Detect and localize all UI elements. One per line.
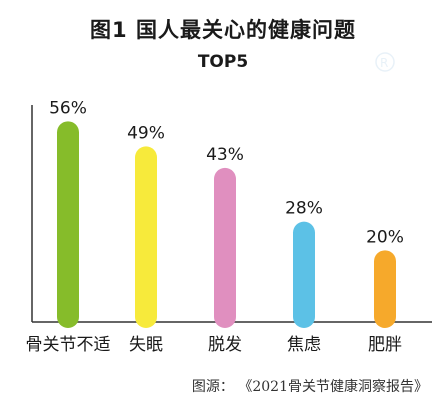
value-label-0: 56% <box>49 98 87 118</box>
bar-3 <box>293 221 315 328</box>
category-label-4: 肥胖 <box>368 335 402 355</box>
category-label-2: 脱发 <box>208 335 242 355</box>
value-label-1: 49% <box>127 123 165 143</box>
bar-0 <box>57 121 79 328</box>
category-label-0: 骨关节不适 <box>26 335 111 355</box>
chart-subtitle: TOP5 <box>197 52 249 72</box>
value-label-4: 20% <box>366 227 404 247</box>
watermark: R <box>375 52 395 72</box>
value-label-2: 43% <box>206 145 244 165</box>
bar-4 <box>374 250 396 328</box>
chart-source: 图源： 《2021骨关节健康洞察报告》 <box>191 379 428 395</box>
svg-text:R: R <box>380 56 388 70</box>
value-label-3: 28% <box>285 199 323 219</box>
category-label-3: 焦虑 <box>287 335 321 355</box>
bar-1 <box>135 146 157 328</box>
bar-2 <box>214 167 236 328</box>
chart-title: 图1 国人最关心的健康问题 <box>90 18 356 42</box>
category-label-1: 失眠 <box>129 335 163 355</box>
